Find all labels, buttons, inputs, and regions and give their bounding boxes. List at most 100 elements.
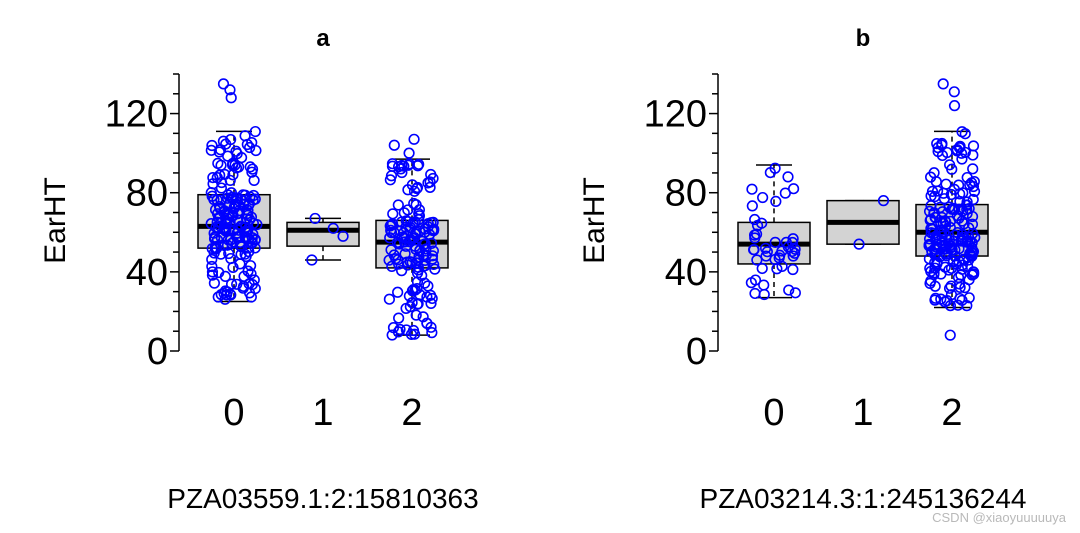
data-point (231, 148, 243, 160)
data-point (221, 286, 233, 298)
box-2 (915, 78, 989, 341)
data-point (948, 86, 960, 98)
data-point (424, 289, 437, 301)
data-point (410, 309, 422, 321)
data-point (761, 246, 773, 258)
data-point (419, 277, 431, 289)
data-point (929, 292, 942, 304)
data-point (411, 282, 423, 295)
data-point (403, 147, 415, 159)
data-point (232, 207, 245, 219)
data-point (957, 187, 969, 199)
data-point (748, 244, 760, 256)
data-point (783, 284, 795, 296)
data-point (210, 243, 222, 255)
data-point (221, 192, 234, 204)
data-point (400, 240, 412, 252)
x-axis-label: PZA03214.3:1:245136244 (700, 483, 1027, 514)
data-point (218, 222, 230, 234)
data-point (966, 210, 979, 223)
data-point (211, 172, 223, 184)
data-point (751, 254, 763, 266)
data-point (952, 271, 965, 284)
y-tick-label: 80 (665, 173, 707, 215)
data-point (968, 175, 980, 188)
data-point (787, 250, 799, 262)
data-point (222, 234, 234, 246)
data-point (251, 218, 263, 231)
data-point (937, 217, 949, 229)
data-point (413, 214, 425, 226)
data-point (956, 153, 968, 165)
data-point (223, 247, 235, 260)
data-point (926, 185, 939, 197)
data-point (392, 254, 404, 266)
data-point (393, 238, 406, 250)
panel-title: a (316, 25, 330, 52)
data-point (407, 324, 420, 337)
data-point (206, 260, 218, 273)
data-point (949, 203, 961, 216)
data-point (240, 250, 252, 263)
data-point (393, 258, 405, 270)
data-point (237, 280, 250, 292)
data-point (234, 258, 246, 270)
data-point (404, 301, 416, 313)
data-point (966, 269, 978, 281)
data-point (399, 248, 411, 260)
y-tick-label: 0 (686, 331, 707, 373)
data-point (787, 183, 800, 195)
data-point (789, 287, 801, 299)
data-point (244, 161, 256, 173)
data-point (403, 290, 415, 302)
data-point (207, 171, 219, 184)
box-1 (826, 195, 900, 250)
data-point (214, 202, 226, 214)
data-point (205, 218, 217, 230)
data-point (425, 297, 437, 309)
data-point (217, 78, 230, 90)
x-tick-label: 2 (401, 392, 422, 434)
data-point (968, 266, 980, 278)
data-point (392, 286, 404, 298)
panel-title: b (856, 25, 871, 52)
data-point (930, 176, 942, 188)
data-point (243, 287, 256, 299)
y-tick-label: 120 (644, 94, 707, 136)
data-point (400, 215, 412, 227)
data-point (964, 249, 976, 261)
data-point (419, 238, 431, 250)
data-point (230, 162, 243, 174)
data-point (757, 191, 769, 204)
data-point (392, 326, 404, 338)
data-point (746, 183, 758, 195)
data-point (393, 161, 405, 173)
data-point (215, 159, 227, 171)
data-point (418, 260, 430, 272)
data-point (787, 263, 799, 276)
data-point (751, 219, 764, 232)
y-tick-label: 120 (105, 94, 168, 136)
data-point (853, 238, 865, 250)
data-point (939, 220, 952, 232)
data-point (246, 236, 258, 249)
data-point (306, 254, 318, 266)
data-point (244, 191, 256, 203)
data-point (951, 144, 963, 156)
data-point (749, 213, 761, 226)
data-point (782, 171, 794, 183)
data-point (929, 191, 941, 203)
data-point (241, 225, 254, 237)
box-0 (197, 78, 271, 305)
x-tick-label: 0 (223, 392, 244, 434)
data-point (398, 160, 410, 172)
box-0 (737, 162, 811, 301)
data-point (962, 254, 975, 266)
data-point (213, 266, 225, 279)
data-point (244, 141, 256, 154)
data-point (206, 266, 219, 278)
data-point (409, 284, 421, 296)
data-point (960, 199, 973, 211)
x-tick-label: 0 (763, 392, 784, 434)
